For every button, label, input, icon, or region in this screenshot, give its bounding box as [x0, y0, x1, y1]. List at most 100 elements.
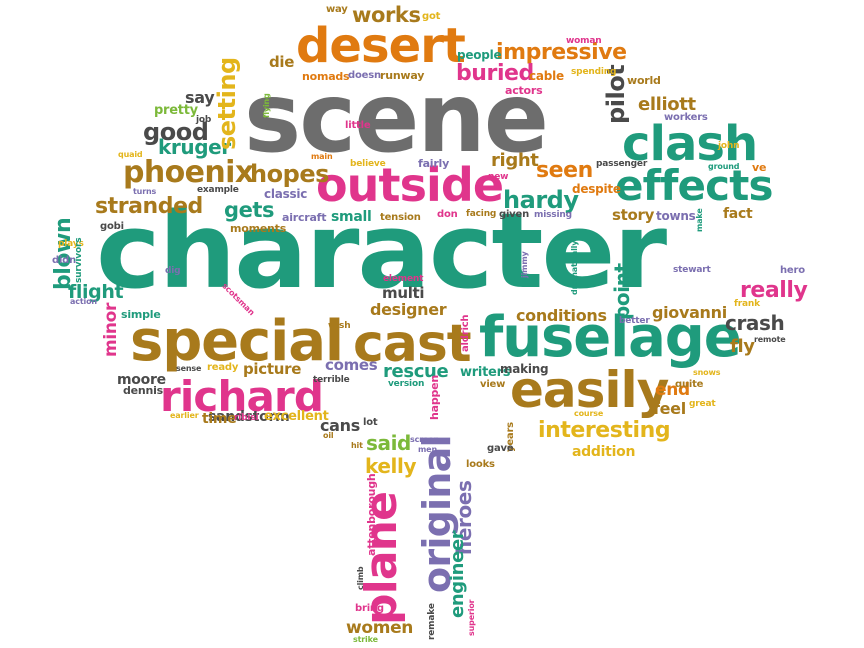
word-main: main [311, 152, 333, 161]
word-moments: moments [230, 222, 287, 235]
word-dig: dig [165, 266, 181, 276]
word-hopes: hopes [250, 160, 329, 188]
word-designer: designer [370, 300, 447, 319]
word-easily: easily [510, 361, 669, 419]
word-nomads: nomads [302, 70, 350, 83]
word-way: way [326, 4, 348, 15]
word-pretty: pretty [154, 103, 198, 118]
word-hit: hit [351, 441, 363, 450]
word-looks: looks [466, 459, 495, 470]
word-john: john [718, 141, 740, 151]
word-bring: bring [355, 603, 384, 614]
word-earlier: earlier [170, 411, 199, 420]
word-better: better [619, 316, 650, 326]
word-die: die [269, 53, 295, 71]
word-missing: missing [534, 210, 572, 220]
word-tension: tension [380, 212, 421, 223]
word-ground: ground [708, 162, 740, 171]
word-dramatically: dramatically [570, 240, 579, 295]
word-scene: scene [244, 62, 549, 174]
word-minor: minor [101, 302, 121, 357]
word-moore: moore [117, 372, 166, 388]
word-excellent: excellent [264, 409, 329, 424]
word-writers: writers [460, 365, 511, 380]
word-sense: sense [176, 364, 202, 373]
word-character: character [96, 190, 667, 312]
word-world: world [627, 74, 661, 87]
word-works: works [352, 3, 421, 27]
word-making: making [500, 362, 549, 376]
word-women: women [346, 618, 414, 638]
word-rescue: rescue [383, 361, 449, 382]
word-point: point [610, 263, 634, 320]
word-ribisi: ribisi [234, 413, 259, 423]
word-got: got [422, 11, 441, 22]
word-superior: superior [467, 599, 476, 636]
word-quite: quite [675, 379, 704, 390]
word-remake: remake [427, 603, 437, 640]
word-workers: workers [664, 112, 708, 123]
word-story: story [612, 206, 655, 224]
word-cans: cans [320, 416, 360, 435]
word-impressive: impressive [496, 40, 627, 65]
word-great: great [689, 399, 716, 409]
word-men: men [418, 445, 437, 454]
word-aircraft: aircraft [282, 211, 327, 224]
word-survivors: survivors [74, 237, 84, 283]
word-plays: plays [58, 239, 84, 249]
word-element: element [383, 274, 424, 284]
word-gave: gave [487, 443, 514, 454]
word-simple: simple [121, 308, 161, 321]
word-oil: oil [323, 431, 334, 440]
word-version: version [388, 379, 425, 389]
word-hardy: hardy [503, 186, 579, 214]
word-kelly: kelly [365, 454, 417, 478]
word-action: action [70, 297, 97, 306]
word-actors: actors [505, 84, 543, 97]
word-towns: towns [656, 209, 696, 223]
word-multi: multi [382, 284, 425, 302]
word-picture: picture [243, 360, 302, 378]
word-given: given [499, 209, 530, 220]
word-screen: screen [410, 435, 440, 444]
word-outside: outside [316, 158, 504, 212]
word-wish: wish [328, 321, 351, 331]
word-didn: didn [52, 255, 77, 266]
word-right: right [491, 150, 539, 171]
word-said: said [366, 431, 411, 455]
word-ready: ready [207, 362, 239, 373]
word-time: time [202, 411, 237, 427]
word-example: example [197, 185, 239, 195]
word-woman: woman [566, 36, 602, 46]
word-fact: fact [723, 206, 753, 222]
word-flying: flying [262, 93, 271, 118]
word-fuselage: fuselage [479, 305, 742, 370]
word-comes: comes [325, 356, 378, 374]
word-really: really [740, 278, 808, 303]
word-interesting: interesting [538, 418, 671, 443]
word-blown: blown [51, 217, 76, 290]
word-fairly: fairly [418, 157, 450, 170]
word-strike: strike [353, 635, 378, 644]
word-clash: clash [622, 116, 758, 172]
word-buried: buried [456, 61, 534, 86]
word-hero: hero [780, 265, 805, 276]
word-sandstorm: sandstorm [208, 409, 290, 425]
word-turns: turns [133, 187, 157, 196]
word-giovanni: giovanni [652, 303, 727, 322]
word-quaid: quaid [118, 150, 143, 159]
word-crash: crash [725, 311, 785, 335]
word-cable: cable [529, 69, 564, 83]
word-elliott: elliott [638, 94, 696, 115]
word-gets: gets [224, 198, 275, 222]
word-terrible: terrible [313, 375, 350, 385]
word-richard: richard [160, 372, 324, 421]
word-aldrich: aldrich [460, 314, 471, 352]
word-remote: remote [754, 335, 786, 344]
word-passenger: passenger [596, 159, 648, 169]
word-small: small [331, 209, 372, 225]
word-effects: effects [615, 161, 773, 210]
word-cast: cast [353, 314, 472, 374]
word-attenborough: attenborough [365, 473, 378, 556]
word-say: say [185, 88, 215, 107]
